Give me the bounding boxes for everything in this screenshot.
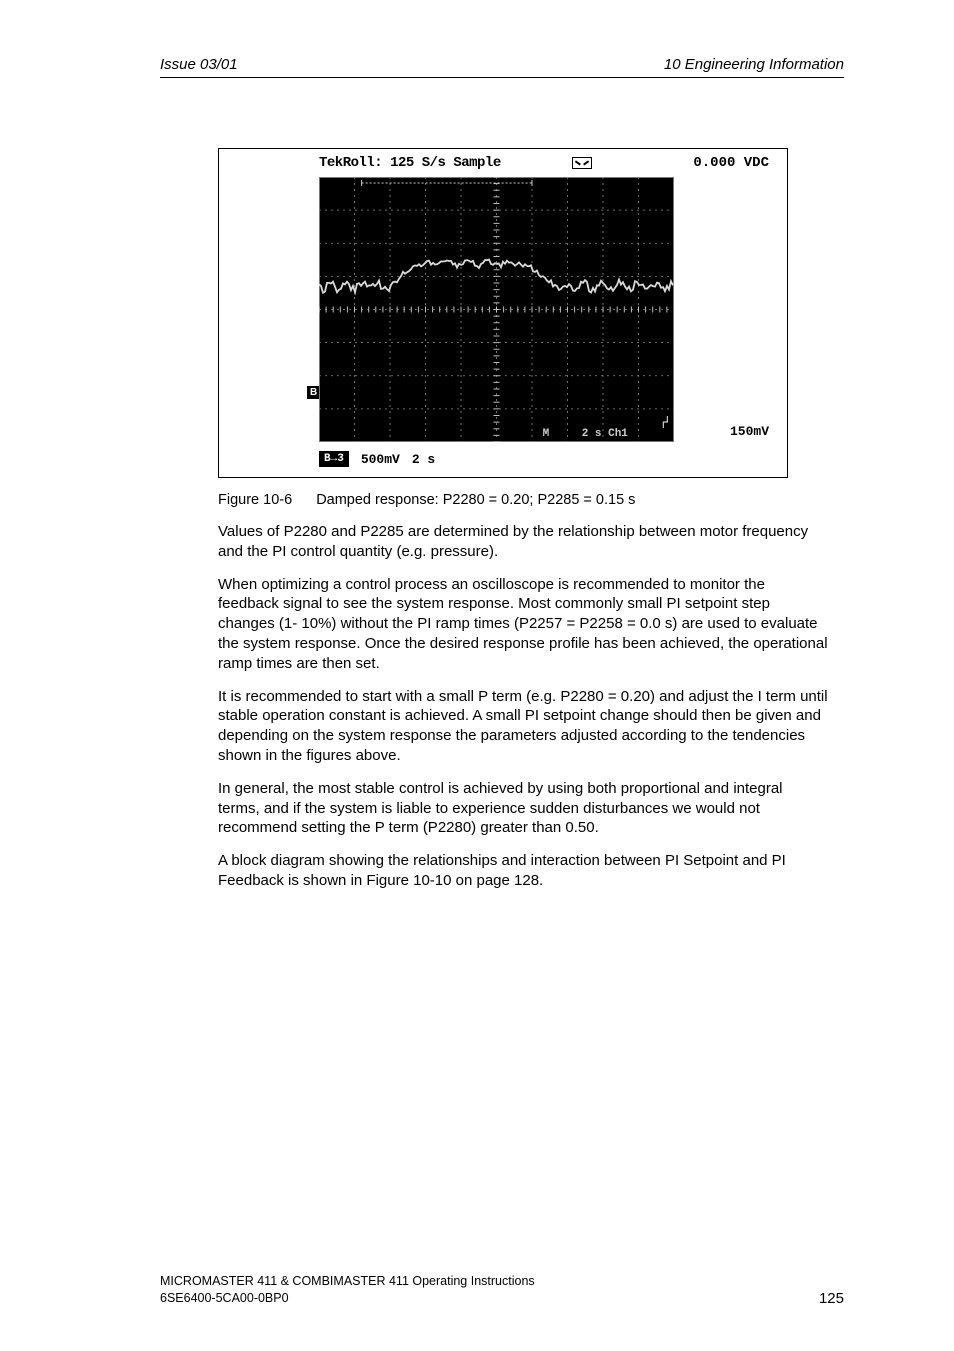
figure-caption-text: Damped response: P2280 = 0.20; P2285 = 0…: [316, 492, 635, 508]
scope-grid: M 2 s Ch1: [319, 177, 674, 442]
footer-product: MICROMASTER 411 & COMBIMASTER 411 Operat…: [160, 1273, 535, 1290]
scope-header-right: 0.000 VDC: [693, 155, 769, 171]
page-footer: MICROMASTER 411 & COMBIMASTER 411 Operat…: [160, 1273, 844, 1307]
paragraph: It is recommended to start with a small …: [218, 687, 828, 766]
header-left: Issue 03/01: [160, 56, 238, 73]
oscilloscope-screenshot: TekRoll: 125 S/s Sample 0.000 VDC B→ M2 …: [218, 148, 788, 478]
scope-scale-volts: 500mV: [361, 452, 400, 467]
figure-label: Figure 10-6: [218, 492, 292, 508]
scope-display: M 2 s Ch1: [319, 177, 674, 442]
paragraph: A block diagram showing the relationship…: [218, 851, 828, 891]
scope-channel-badge: B→3: [319, 451, 349, 467]
figure-block: TekRoll: 125 S/s Sample 0.000 VDC B→ M2 …: [218, 148, 788, 508]
paragraph: When optimizing a control process an osc…: [218, 575, 828, 674]
page-header: Issue 03/01 10 Engineering Information: [160, 56, 844, 78]
scope-scale-time: 2 s: [412, 452, 435, 467]
scope-footer-left: B→3 500mV 2 s: [319, 451, 435, 467]
paragraph: Values of P2280 and P2285 are determined…: [218, 522, 828, 562]
page-number: 125: [819, 1290, 844, 1307]
scope-footer-right: 150mV: [730, 424, 769, 439]
svg-text:M: M: [543, 428, 550, 440]
figure-caption: Figure 10-6 Damped response: P2280 = 0.2…: [218, 492, 788, 508]
body-text: Values of P2280 and P2285 are determined…: [218, 522, 828, 891]
header-right: 10 Engineering Information: [664, 56, 844, 73]
footer-left: MICROMASTER 411 & COMBIMASTER 411 Operat…: [160, 1273, 535, 1307]
scope-header-left: TekRoll: 125 S/s Sample: [319, 155, 501, 171]
scope-trigger-icon: [572, 157, 592, 169]
footer-partno: 6SE6400-5CA00-0BP0: [160, 1290, 535, 1307]
paragraph: In general, the most stable control is a…: [218, 779, 828, 838]
svg-text:2 s Ch1: 2 s Ch1: [582, 428, 629, 440]
